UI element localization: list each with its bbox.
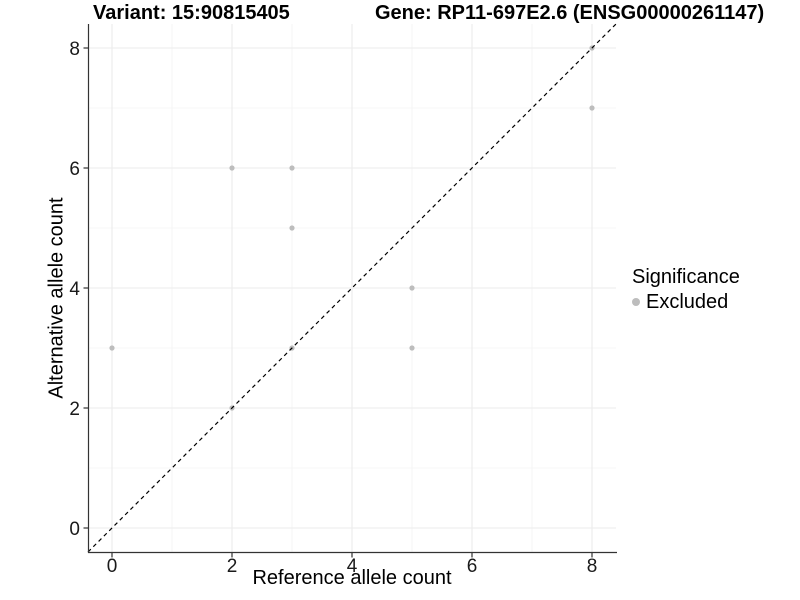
legend-item-label: Excluded	[646, 291, 729, 313]
legend-item-excluded: Excluded	[632, 291, 740, 313]
x-axis-label: Reference allele count	[252, 567, 452, 589]
data-point	[589, 105, 595, 111]
x-tick-label: 0	[107, 556, 118, 577]
data-point	[109, 345, 115, 351]
data-point	[409, 285, 415, 291]
x-tick-label: 4	[347, 556, 358, 577]
data-point	[289, 165, 295, 171]
y-axis-label: Alternative allele count	[45, 197, 68, 399]
legend: Significance Excluded	[632, 266, 740, 313]
x-tick-label: 2	[227, 556, 238, 577]
data-point	[409, 345, 415, 351]
y-tick-label: 4	[69, 279, 80, 300]
y-tick-label: 8	[69, 39, 80, 60]
legend-title: Significance	[632, 266, 740, 288]
plot-title-variant: Variant: 15:90815405	[93, 2, 290, 24]
x-tick-label: 8	[587, 556, 598, 577]
y-tick-label: 6	[69, 159, 80, 180]
y-tick-label: 0	[69, 519, 80, 540]
excluded-point-swatch	[632, 298, 640, 306]
x-tick-label: 6	[467, 556, 478, 577]
data-point	[229, 165, 235, 171]
data-point	[289, 225, 295, 231]
y-tick-label: 2	[69, 399, 80, 420]
plot-title-gene: Gene: RP11-697E2.6 (ENSG00000261147)	[375, 2, 765, 24]
